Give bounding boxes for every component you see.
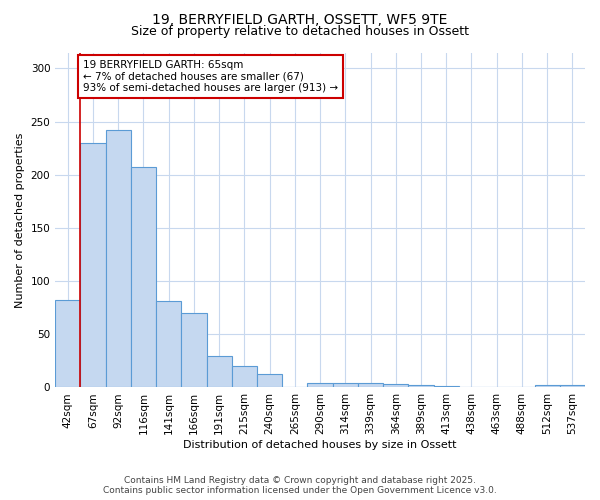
Bar: [55, 300, 80, 388]
Bar: [409, 386, 434, 388]
Bar: [332, 383, 358, 388]
Bar: [232, 366, 257, 388]
Y-axis label: Number of detached properties: Number of detached properties: [15, 132, 25, 308]
Text: 19 BERRYFIELD GARTH: 65sqm
← 7% of detached houses are smaller (67)
93% of semi-: 19 BERRYFIELD GARTH: 65sqm ← 7% of detac…: [83, 60, 338, 93]
Bar: [80, 143, 106, 388]
Bar: [156, 302, 181, 388]
Bar: [206, 356, 232, 388]
Bar: [434, 386, 459, 388]
Bar: [535, 386, 560, 388]
Text: 19, BERRYFIELD GARTH, OSSETT, WF5 9TE: 19, BERRYFIELD GARTH, OSSETT, WF5 9TE: [152, 12, 448, 26]
Text: Size of property relative to detached houses in Ossett: Size of property relative to detached ho…: [131, 25, 469, 38]
Bar: [383, 384, 409, 388]
Bar: [358, 383, 383, 388]
Bar: [106, 130, 131, 388]
Bar: [181, 313, 206, 388]
Bar: [560, 386, 585, 388]
Text: Contains HM Land Registry data © Crown copyright and database right 2025.
Contai: Contains HM Land Registry data © Crown c…: [103, 476, 497, 495]
Bar: [257, 374, 282, 388]
X-axis label: Distribution of detached houses by size in Ossett: Distribution of detached houses by size …: [184, 440, 457, 450]
Bar: [131, 168, 156, 388]
Bar: [307, 383, 332, 388]
